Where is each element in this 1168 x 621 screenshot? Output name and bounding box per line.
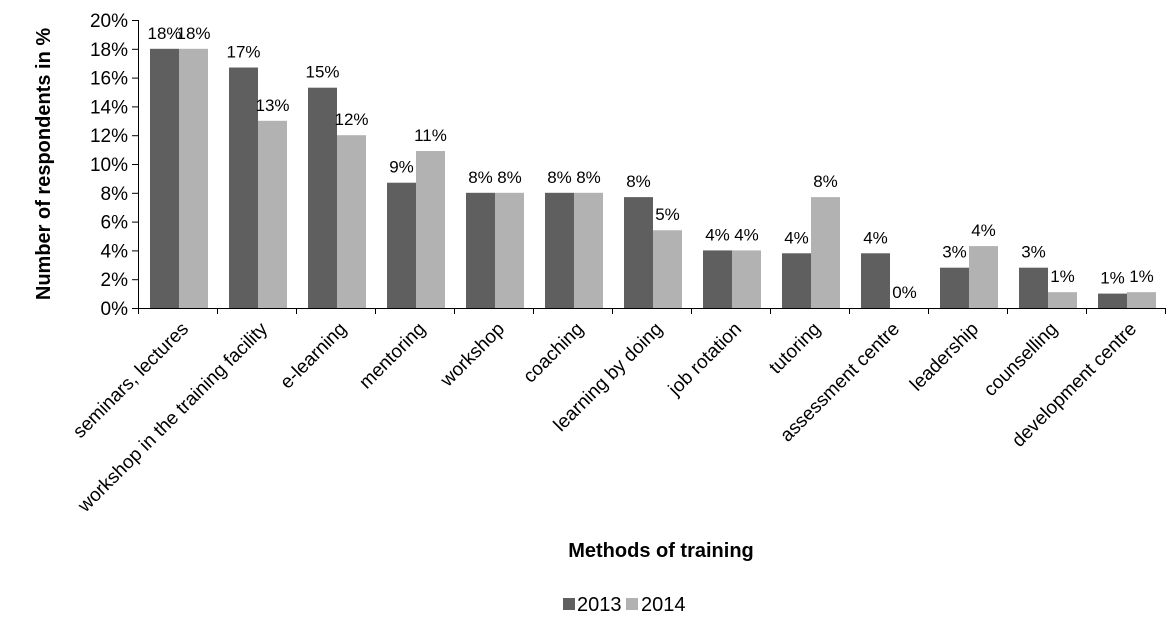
- data-label-2013: 4%: [784, 228, 809, 247]
- data-label-2014: 18%: [176, 24, 210, 43]
- data-label-2013: 4%: [863, 228, 888, 247]
- y-tick-label: 2%: [101, 270, 129, 291]
- data-label-2013: 17%: [226, 43, 260, 62]
- bar-2014: [1048, 292, 1077, 308]
- data-label-2014: 12%: [334, 110, 368, 129]
- y-tick-label: 14%: [90, 97, 128, 118]
- y-tick-label: 4%: [101, 241, 129, 262]
- bar-2014: [1127, 292, 1156, 308]
- data-label-2014: 8%: [576, 168, 601, 187]
- data-label-2014: 11%: [414, 126, 447, 145]
- bar-2014: [732, 250, 761, 308]
- bar-2014: [495, 192, 524, 308]
- y-tick-label: 20%: [90, 11, 128, 32]
- data-label-2013: 8%: [468, 168, 493, 187]
- data-label-2013: 9%: [389, 158, 414, 177]
- data-label-2013: 4%: [705, 225, 730, 244]
- bar-2014: [811, 197, 840, 308]
- bar-2013: [1019, 267, 1048, 308]
- bars: [150, 48, 1156, 309]
- y-tick-label: 8%: [101, 184, 129, 205]
- legend-swatch-2013: [563, 598, 575, 610]
- x-axis-title: Methods of training: [568, 540, 754, 562]
- x-tick-label: job rotation: [664, 319, 746, 401]
- bar-2013: [624, 197, 653, 308]
- y-tick-label: 6%: [101, 213, 129, 234]
- x-tick-label: coaching: [519, 319, 588, 388]
- data-label-2013: 3%: [1021, 243, 1046, 262]
- y-tick-label: 10%: [90, 155, 128, 176]
- data-label-2014: 8%: [497, 168, 522, 187]
- legend-label-2013: 2013: [577, 594, 622, 616]
- y-axis-title: Number of respondents in %: [33, 28, 55, 300]
- bar-2014: [574, 192, 603, 308]
- y-tick-label: 16%: [90, 69, 128, 90]
- data-label-2014: 4%: [971, 221, 996, 240]
- data-label-2014: 8%: [813, 172, 838, 191]
- bar-2013: [545, 192, 574, 308]
- data-label-2013: 18%: [147, 24, 181, 43]
- bar-2013: [703, 250, 732, 308]
- x-tick-label: tutoring: [765, 319, 825, 379]
- data-label-2014: 0%: [892, 283, 917, 302]
- data-label-2014: 1%: [1050, 267, 1075, 286]
- y-tick-label: 18%: [90, 40, 128, 61]
- y-axis-ticks: 0% 2% 4% 6% 8% 10% 12% 14% 16% 18% 20%: [90, 11, 138, 320]
- bar-2013: [1098, 293, 1127, 308]
- bar-2013: [782, 253, 811, 308]
- bar-2014: [653, 230, 682, 308]
- data-label-2014: 4%: [734, 225, 759, 244]
- data-label-2013: 3%: [942, 243, 967, 262]
- data-label-2014: 5%: [655, 205, 680, 224]
- bar-2013: [940, 267, 969, 308]
- bar-2013: [308, 87, 337, 309]
- x-tick-label: e-learning: [276, 319, 351, 394]
- x-tick-label: counselling: [980, 319, 1062, 401]
- bar-2014: [258, 120, 287, 308]
- legend-label-2014: 2014: [641, 594, 686, 616]
- data-label-2013: 15%: [305, 63, 339, 82]
- y-tick-label: 12%: [90, 126, 128, 147]
- bar-2014: [969, 246, 998, 308]
- legend: 2013 2014: [563, 594, 686, 616]
- data-label-2013: 1%: [1100, 269, 1125, 288]
- data-labels: 18%17%15%9%8% 8% 8%4% 4% 4%3% 3%1%18%13%12%11…: [147, 24, 1153, 302]
- bar-2014: [179, 48, 208, 309]
- x-tick-label: workshop: [436, 319, 509, 392]
- bar-2013: [466, 192, 495, 308]
- data-label-2014: 1%: [1129, 267, 1154, 286]
- x-tick-label: mentoring: [355, 319, 430, 394]
- bar-2013: [387, 182, 416, 308]
- bar-2013: [150, 48, 179, 309]
- bar-2013: [861, 253, 890, 308]
- data-label-2014: 13%: [255, 96, 289, 115]
- data-label-2013: 8%: [547, 168, 572, 187]
- x-tick-label: leadership: [906, 319, 983, 396]
- data-label-2013: 8%: [626, 172, 651, 191]
- bar-2014: [416, 151, 445, 308]
- y-tick-label: 0%: [101, 299, 129, 320]
- legend-swatch-2014: [626, 598, 638, 610]
- bar-2013: [229, 67, 258, 309]
- bar-2014: [337, 135, 366, 308]
